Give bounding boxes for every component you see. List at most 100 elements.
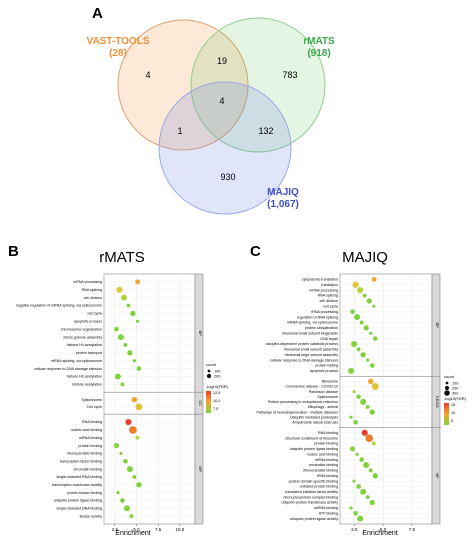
label-rmats: rMATS [303,36,335,47]
x-tick-label: 10.0 [175,527,184,532]
term-label: ubiquitin-dependent protein catabolic pr… [266,342,339,346]
term-label: Spliceosome [317,395,338,399]
term-label: nucleic acid binding [307,452,338,456]
dot-marker [359,457,364,462]
term-label: translation [321,283,338,287]
dot-marker [371,441,376,446]
term-label: ribonucleotide binding [67,452,102,456]
term-label: transcription factor binding [60,459,102,463]
legend-size-tick: 300 [452,392,458,396]
dot-marker [129,514,134,519]
region-vast-only: 4 [145,70,150,80]
facet-label: CC [198,400,203,406]
x-tick-label: 2.5 [351,527,358,532]
legend-color-tick: 12.5 [213,391,220,395]
term-label: stress granule assembly [63,335,102,339]
dot-marker [132,359,137,363]
dot-marker [368,468,373,473]
dot-marker [360,352,366,358]
x-tick-label: 7.5 [409,527,416,532]
term-label: mRNA splicing, via spliceosome [287,321,338,325]
facet-label: MF [198,466,203,472]
dot-marker [120,498,125,503]
dot-marker [136,366,142,371]
dot-marker [123,505,130,512]
panel-c-xlabel: Enrichment [362,530,397,537]
dot-marker [131,396,138,403]
count-majiq: (1,067) [267,199,299,210]
term-label: apoptotic process [74,319,102,323]
panel-b-xlabel: Enrichment [115,530,150,537]
count-vast-tools: (28) [109,48,127,59]
venn-circle-rmats [190,17,326,153]
term-label: RNA binding [82,420,102,424]
term-label: ATP binding [319,511,338,515]
panel-b-plot: BP mRNA processing RNA splicing cell divisi… [16,273,204,532]
term-label: RNA splicing [82,288,102,292]
dot-marker [365,495,370,500]
term-label: cellular response to DNA damage stimulus [270,358,338,362]
dot-marker [367,378,374,385]
legend-size-title: count [444,374,455,379]
dot-marker [350,309,355,314]
dot-marker [366,358,370,362]
term-label: cell cycle [87,312,102,316]
term-label: kinase activity [80,514,103,518]
dot-marker [363,325,369,331]
term-label: chromatin binding [74,467,102,471]
dot-marker [116,286,123,293]
term-label: cytoplasmic translation [302,278,338,282]
term-label: RNA binding [318,431,338,435]
term-label: unfolded protein binding [300,485,338,489]
term-label: translation initiation factor activity [285,490,338,494]
count-rmats: (918) [307,48,330,59]
panel-c-letter: C [250,243,261,260]
legend-color-bar [444,403,449,425]
term-label: structural constituent of ribosome [285,436,338,440]
term-label: Pathways of neurodegeneration - multiple… [256,410,338,414]
dot-marker [348,367,355,374]
term-label: protein binding [314,442,338,446]
dot-marker [355,452,359,456]
dot-marker [135,403,143,411]
term-label: protein transport [76,351,102,355]
term-label: histone H4 acetylation [67,343,102,347]
x-tick-label: 5.0 [133,527,140,532]
region-majiq-only: 930 [220,172,235,182]
dot-marker [120,382,125,387]
legend-size-tick: 200 [214,375,220,379]
x-tick-label: 7.5 [155,527,162,532]
region-vast-rmats: 19 [217,56,227,66]
term-label: apoptotic process [310,369,338,373]
dot-marker [356,484,361,489]
facet-label: BP [435,322,440,328]
dot-marker [120,294,127,301]
dot-marker [136,482,142,488]
dot-marker [125,418,132,426]
term-label: rRNA processing [311,310,338,314]
term-label: ubiquitin protein ligase activity [290,517,338,521]
term-label: histone H3 acetylation [67,375,102,379]
panel-b: B rMATS BP mRNA processing RNA splicing cel… [8,243,229,537]
term-label: nucleotide binding [309,463,338,467]
dot-marker [132,474,137,479]
dot-marker [114,373,121,380]
dot-marker [135,279,141,285]
panel-c-title: MAJIQ [342,249,388,266]
dot-marker [371,383,379,390]
dot-marker [369,331,373,335]
dot-marker [119,451,123,456]
dot-marker [123,458,128,464]
dot-marker [360,398,367,405]
facet-panel-cc [103,391,196,415]
dot-marker [349,446,356,452]
region-all-three: 4 [219,96,224,106]
term-label: protein ubiquitination [305,326,338,330]
dot-marker [369,499,375,506]
region-vast-majiq: 1 [177,126,182,136]
dot-marker [372,336,378,341]
term-label: single-stranded DNA binding [56,507,102,511]
dot-marker [126,303,131,308]
